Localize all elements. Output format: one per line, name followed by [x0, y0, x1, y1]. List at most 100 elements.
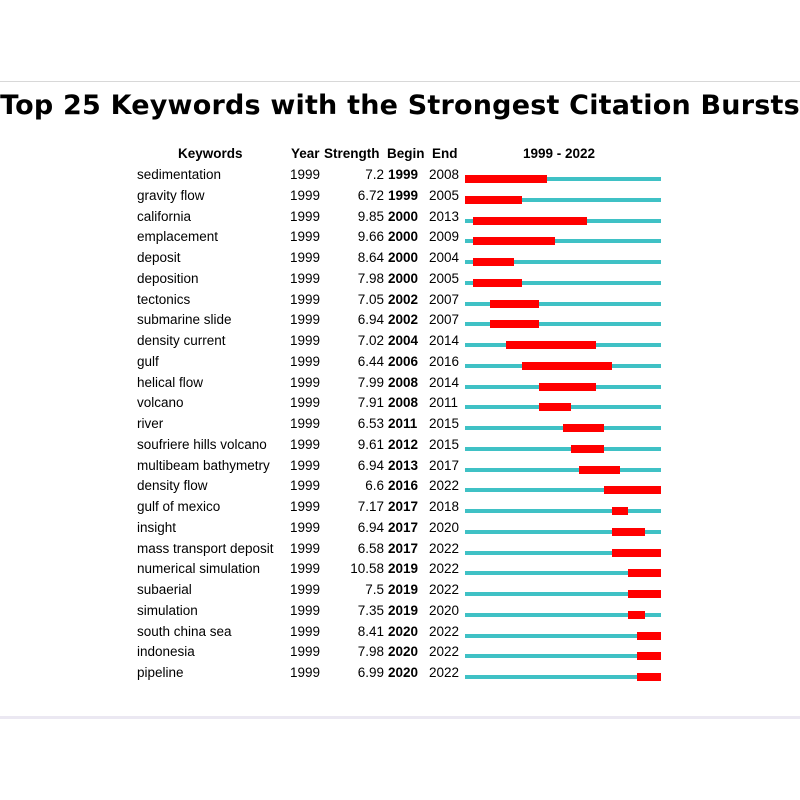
strength-value: 8.41 [357, 623, 384, 639]
burst-bar [489, 299, 539, 308]
table-row: submarine slide 1999 6.94 2002 2007 [0, 312, 800, 333]
timeline-track [465, 175, 661, 183]
table-row: south china sea 1999 8.41 2020 2022 [0, 624, 800, 645]
begin-value: 2013 [388, 457, 419, 473]
end-value: 2008 [429, 167, 460, 182]
timeline-track [465, 465, 661, 474]
year-value: 1999 [290, 270, 321, 286]
begin-value: 2012 [388, 436, 419, 452]
begin-value: 2000 [388, 270, 419, 286]
begin-value: 2000 [388, 250, 419, 265]
begin-value: 2020 [388, 665, 419, 680]
timeline-track [465, 258, 661, 266]
strength-value: 6.44 [357, 353, 384, 369]
burst-bar [628, 569, 661, 578]
strength-value: 7.2 [365, 167, 384, 182]
table-row: deposition 1999 7.98 2000 2005 [0, 271, 800, 292]
begin-value: 2020 [388, 644, 419, 660]
strength-value: 9.85 [357, 208, 384, 224]
bottom-divider [0, 716, 800, 719]
keyword-label: emplacement [137, 229, 219, 245]
timeline-track [465, 652, 661, 661]
timeline-track [465, 444, 661, 453]
begin-value: 2019 [388, 602, 419, 618]
strength-value: 6.99 [357, 665, 384, 680]
burst-bar [628, 590, 661, 598]
strength-value: 9.61 [357, 436, 384, 452]
keyword-label: pipeline [137, 665, 184, 680]
keyword-label: sedimentation [137, 167, 222, 182]
table-row: gulf 1999 6.44 2006 2016 [0, 354, 800, 375]
burst-bar [473, 258, 514, 266]
year-value: 1999 [290, 540, 321, 556]
keyword-label: density flow [137, 478, 208, 494]
keyword-label: indonesia [137, 644, 195, 660]
year-value: 1999 [290, 187, 321, 203]
keyword-label: numerical simulation [137, 561, 261, 577]
strength-value: 7.02 [357, 333, 384, 348]
begin-value: 2017 [388, 499, 419, 514]
table-row: density current 1999 7.02 2004 2014 [0, 333, 800, 354]
year-value: 1999 [290, 395, 321, 411]
strength-value: 7.98 [357, 644, 384, 660]
burst-bar [465, 195, 523, 204]
keyword-label: river [137, 416, 164, 431]
timeline-track [465, 590, 661, 598]
keyword-label: simulation [137, 602, 198, 618]
burst-bar [538, 382, 596, 391]
timeline-track [465, 382, 661, 391]
begin-value: 2019 [388, 561, 419, 577]
timeline-track [465, 341, 661, 349]
end-value: 2007 [429, 291, 460, 307]
begin-value: 2002 [388, 291, 419, 307]
year-value: 1999 [290, 353, 321, 369]
begin-value: 2008 [388, 395, 419, 411]
timeline-track [465, 527, 661, 536]
timeline-track [465, 424, 661, 432]
timeline-track [465, 548, 661, 557]
begin-value: 2004 [388, 333, 419, 348]
year-value: 1999 [290, 374, 321, 390]
timeline-track [465, 195, 661, 204]
table-row: soufriere hills volcano 1999 9.61 2012 2015 [0, 437, 800, 458]
begin-value: 2016 [388, 478, 419, 494]
year-value: 1999 [290, 250, 321, 265]
table-row: gulf of mexico 1999 7.17 2017 2018 [0, 499, 800, 520]
table-row: sedimentation 1999 7.2 1999 2008 [0, 167, 800, 188]
burst-bar [473, 237, 555, 246]
timeline-track [465, 237, 661, 246]
end-value: 2022 [429, 561, 460, 577]
end-value: 2005 [429, 187, 460, 203]
burst-bar [522, 361, 612, 370]
burst-bar [538, 403, 572, 412]
year-value: 1999 [290, 208, 321, 224]
end-value: 2020 [429, 602, 460, 618]
table-row: numerical simulation 1999 10.58 2019 2022 [0, 561, 800, 582]
year-value: 1999 [290, 665, 321, 680]
table-row: insight 1999 6.94 2017 2020 [0, 520, 800, 541]
keyword-label: california [137, 208, 192, 224]
burst-bar [489, 320, 539, 329]
strength-value: 6.94 [357, 519, 384, 535]
end-value: 2015 [429, 416, 460, 431]
end-value: 2011 [429, 395, 459, 411]
burst-bar [612, 527, 645, 536]
burst-bar [579, 465, 621, 474]
begin-value: 2011 [388, 416, 418, 431]
keyword-label: volcano [137, 395, 184, 411]
end-value: 2009 [429, 229, 460, 245]
keyword-label: soufriere hills volcano [137, 436, 267, 452]
strength-value: 8.64 [357, 250, 384, 265]
strength-value: 6.58 [357, 540, 384, 556]
year-value: 1999 [290, 416, 321, 431]
table-row: california 1999 9.85 2000 2013 [0, 209, 800, 230]
end-value: 2013 [429, 208, 460, 224]
table-row: indonesia 1999 7.98 2020 2022 [0, 644, 800, 665]
keyword-label: gulf [137, 353, 159, 369]
year-value: 1999 [290, 602, 321, 618]
keyword-label: south china sea [137, 623, 232, 639]
top-divider [0, 81, 800, 82]
header-year: Year [291, 146, 320, 161]
year-value: 1999 [290, 436, 321, 452]
timeline-track [465, 320, 661, 329]
